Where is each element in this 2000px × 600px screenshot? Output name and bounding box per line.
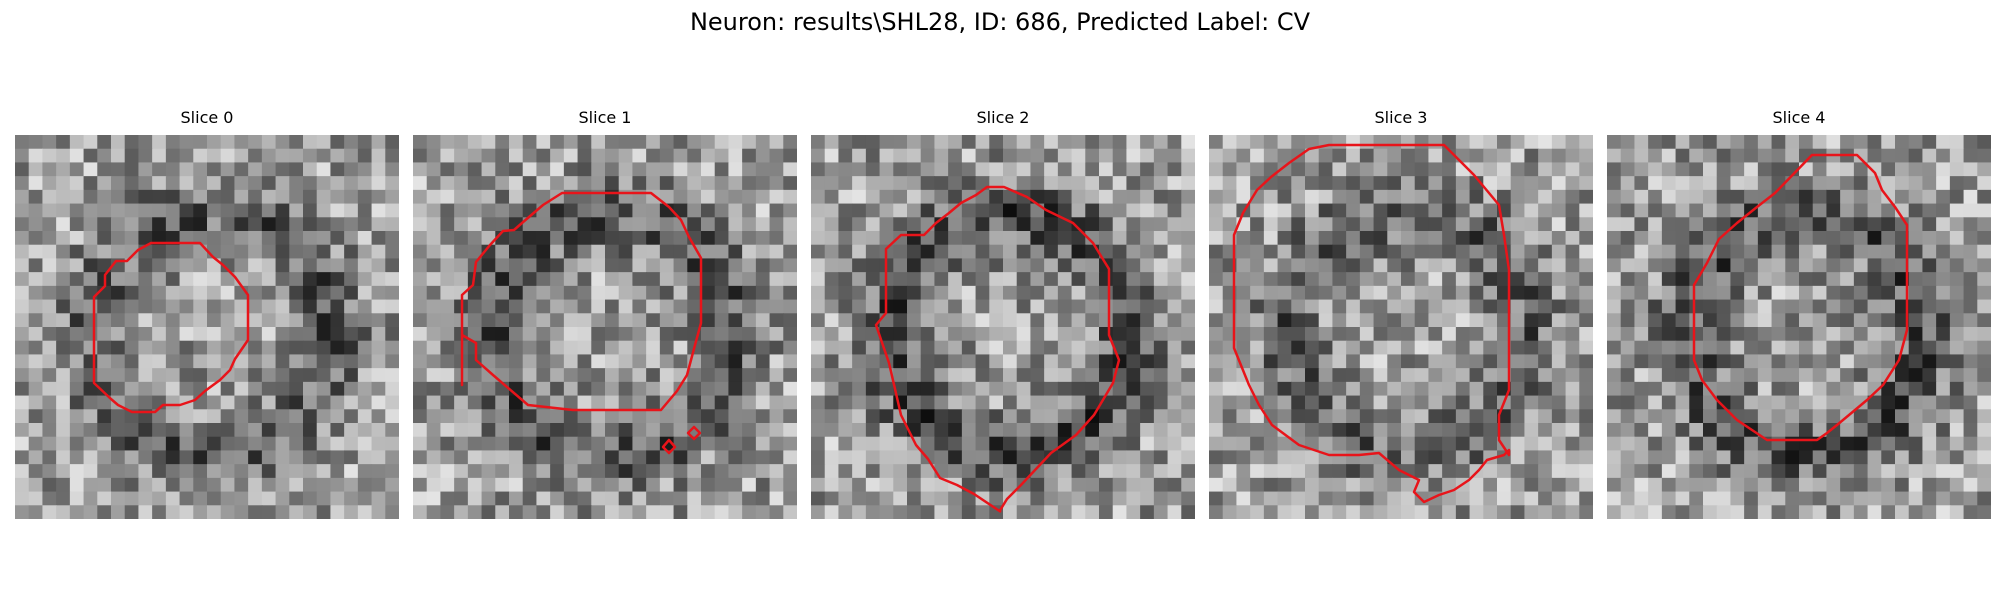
slice-image [1607, 135, 1991, 519]
contour [92, 241, 250, 414]
grayscale-pixels [15, 135, 399, 519]
contour [1232, 143, 1511, 504]
slice-title: Slice 3 [1374, 108, 1428, 127]
contour [874, 185, 1121, 514]
grayscale-pixels [1209, 135, 1593, 519]
contour [460, 191, 703, 412]
slice-title: Slice 2 [976, 108, 1030, 127]
slice-image [15, 135, 399, 519]
contour-fragment [686, 425, 702, 441]
slice-title: Slice 1 [578, 108, 632, 127]
grayscale-pixels [811, 135, 1195, 519]
grayscale-pixels [1607, 135, 1991, 519]
slice-image [1209, 135, 1593, 519]
slice-title: Slice 0 [180, 108, 234, 127]
contour [1692, 153, 1909, 442]
slice-title: Slice 4 [1772, 108, 1826, 127]
figure-title: Neuron: results\SHL28, ID: 686, Predicte… [689, 8, 1311, 36]
contour-fragment [661, 438, 677, 455]
grayscale-pixels [413, 135, 797, 519]
slice-image [413, 135, 797, 519]
slice-image [811, 135, 1195, 519]
